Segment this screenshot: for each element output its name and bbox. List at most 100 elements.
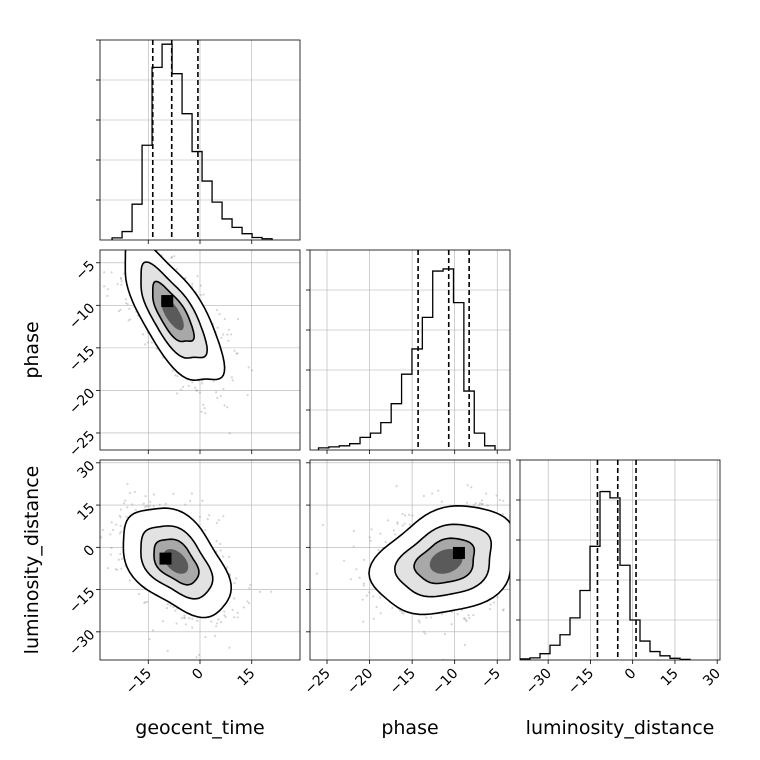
contour-line [152, 280, 196, 343]
inner-ticks [326, 450, 498, 454]
scatter-point [183, 616, 186, 619]
contour-line [124, 250, 226, 382]
scatter-point [480, 499, 484, 502]
scatter-point [355, 568, 358, 571]
scatter-point [200, 410, 203, 413]
scatter-point [349, 578, 353, 581]
contour-line [122, 507, 233, 619]
scatter-point [137, 593, 141, 596]
scatter-point [372, 595, 375, 598]
scatter-point [138, 218, 140, 220]
scatter-point [116, 568, 119, 571]
scatter-point [226, 566, 229, 569]
scatter-point [191, 626, 194, 629]
scatter-point [183, 614, 186, 617]
scatter-point [399, 609, 402, 612]
scatter-point [474, 502, 478, 505]
scatter-point [138, 211, 140, 213]
scatter-point [188, 617, 191, 620]
contour-line [368, 504, 510, 616]
scatter-point [222, 515, 225, 518]
scatter-point [119, 508, 122, 511]
scatter-point [103, 285, 106, 288]
scatter-point [109, 553, 112, 556]
scatter-point [216, 622, 219, 625]
scatter-point [220, 336, 223, 339]
scatter-point [215, 625, 218, 628]
scatter-point [486, 504, 489, 507]
y-axis-phase: −25 −20 −15 −10 −5 phase [21, 258, 100, 460]
scatter-point [228, 646, 231, 649]
scatter-point [169, 604, 172, 607]
scatter-point [174, 609, 177, 612]
scatter-point [117, 310, 121, 313]
scatter-point [352, 529, 355, 533]
scatter-point [258, 590, 262, 594]
scatter-point [517, 549, 519, 551]
scatter-point [119, 524, 122, 528]
y-tick-label: −15 [66, 343, 98, 375]
scatter-point [369, 539, 372, 542]
scatter-point [370, 528, 373, 531]
scatter-point [166, 603, 169, 606]
scatter-point [119, 516, 122, 519]
y-tick-label: 0 [81, 542, 99, 560]
histogram-geocent_time [111, 43, 273, 240]
scatter-panel-phase-luminosity_distance [309, 455, 531, 661]
scatter-point [226, 333, 229, 336]
scatter-point [148, 638, 151, 641]
scatter-point [492, 601, 495, 604]
scatter-point [465, 619, 468, 623]
scatter-point [315, 572, 318, 575]
x-tick-label: −15 [123, 666, 155, 698]
scatter-point [106, 288, 110, 291]
scatter-point [121, 242, 123, 244]
scatter-point [120, 280, 123, 283]
scatter-point [230, 333, 233, 336]
scatter-point [431, 492, 434, 495]
scatter-point [400, 611, 404, 614]
scatter-point [195, 389, 198, 392]
scatter-point [140, 218, 142, 220]
scatter-point [231, 608, 234, 611]
scatter-point [247, 366, 250, 369]
scatter-point [440, 613, 444, 616]
scatter-point [151, 629, 155, 632]
scatter-point [451, 455, 453, 457]
scatter-point [375, 605, 378, 609]
scatter-point [179, 388, 183, 391]
scatter-point [222, 333, 225, 336]
scatter-point [227, 328, 231, 331]
scatter-point [529, 529, 531, 531]
scatter-point [152, 493, 156, 496]
scatter-point [184, 503, 187, 506]
scatter-point [202, 293, 205, 296]
scatter-point [118, 532, 122, 535]
scatter-point [173, 255, 176, 258]
scatter-point [524, 577, 526, 579]
scatter-point [119, 308, 122, 311]
scatter-point [125, 515, 128, 518]
scatter-point [144, 505, 147, 508]
scatter-point [144, 343, 147, 346]
scatter-point [485, 492, 488, 495]
scatter-point [149, 243, 151, 245]
scatter-point [106, 294, 109, 297]
scatter-point [107, 567, 110, 570]
scatter-point [95, 572, 97, 574]
scatter-point [450, 623, 453, 626]
scatter-point [184, 623, 187, 626]
scatter-point [235, 577, 238, 580]
scatter-point [411, 514, 414, 517]
scatter-point [501, 512, 504, 516]
x-tick-label: −25 [302, 666, 334, 698]
scatter-point [112, 221, 114, 223]
scatter-point [201, 382, 204, 385]
scatter-point [219, 549, 222, 552]
scatter-point [103, 271, 106, 274]
scatter-point [248, 587, 251, 590]
panel-frame [309, 249, 511, 451]
scatter-point [127, 319, 130, 322]
scatter-point [224, 615, 227, 619]
scatter-point [187, 384, 190, 387]
